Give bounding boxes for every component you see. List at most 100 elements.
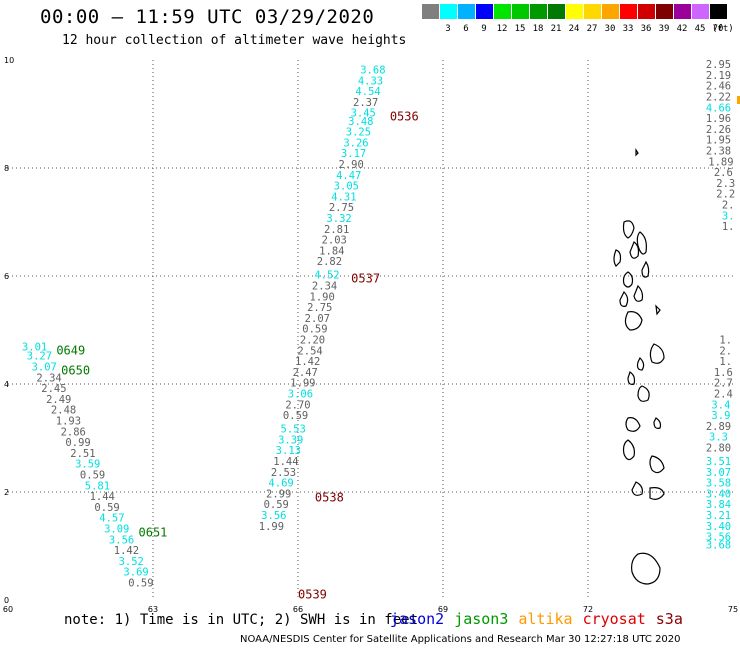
wave-height-value: 2.4 [714,389,733,401]
wave-height-value: 2.19 [706,70,731,82]
wave-height-value: 2.75 [307,302,332,314]
wave-height-value: 3.26 [343,137,368,149]
wave-height-value: 3.09 [104,524,129,536]
wave-height-value: 3. [722,210,735,222]
scale-label: 42 [676,24,688,34]
wave-height-value: 1. [719,335,732,347]
wave-height-value: 1.99 [290,378,315,390]
wave-height-value: 2.49 [46,394,71,406]
scale-swatch [530,4,547,19]
wave-height-value: 3.4 [711,399,730,411]
scale-label: 45 [694,24,706,34]
wave-height-value: 2.89 [706,421,731,433]
lat-tick-label: 0 [4,596,9,605]
wave-height-value: 2.51 [70,448,95,460]
scale-swatch [602,4,619,19]
wave-height-value: 2.54 [297,345,322,357]
wave-height-value: 1.84 [319,245,344,257]
scale-label: 27 [586,24,598,34]
pass-time-label: 0651 [139,526,168,540]
wave-height-value: 2.75 [329,202,354,214]
scale-swatch [548,4,565,19]
wave-height-value: 3.13 [276,445,301,457]
scale-swatch [566,4,583,19]
wave-height-value: 3.84 [706,499,731,511]
wave-height-value: 2. [719,345,732,357]
wave-height-value: 1.42 [114,545,139,557]
wave-height-value: 2.80 [706,443,731,455]
wave-height-value: 2.45 [41,383,66,395]
wave-height-value: 0.59 [94,502,119,514]
pass-time-label: 0537 [351,272,380,286]
altimeter-track: 3.013.273.072.342.452.492.481.932.860.99… [22,342,154,590]
wave-height-value: 3.69 [123,567,148,579]
wave-height-value: 2. [722,200,735,212]
scale-swatch [512,4,529,19]
wave-height-value: 3.68 [360,65,385,77]
wave-height-value: 1. [719,356,732,368]
scale-label: 33 [622,24,634,34]
wave-height-value: 4.69 [268,478,293,490]
wave-height-value: 0.59 [283,410,308,422]
wave-height-value: 1.96 [706,113,731,125]
credit-line: NOAA/NESDIS Center for Satellite Applica… [240,634,681,645]
mission-cryosat: cryosat [582,610,646,628]
wave-height-value: 3.56 [261,510,286,522]
wave-height-value: 2.99 [266,488,291,500]
altimeter-track: 2.952.192.462.224.661.962.261.952.381.89… [706,59,735,552]
pass-time-label: 0649 [56,344,85,358]
wave-height-value: 4.57 [99,513,124,525]
wave-height-value: 4.31 [331,191,356,203]
wave-height-value: 3.59 [75,459,100,471]
wave-height-value: 3.56 [109,534,134,546]
map-subtitle: 12 hour collection of altimeter wave hei… [62,33,407,48]
scale-label: 12 [496,24,508,34]
wave-height-value: 3.06 [288,389,313,401]
scale-label: 9 [481,24,487,34]
wave-height-value: 2.3 [716,178,735,190]
wave-height-value: 1.89 [708,156,733,168]
wave-height-value: 2.7 [714,378,733,390]
pass-time-label: 0539 [298,588,327,602]
wave-height-value: 4.52 [314,270,339,282]
wave-height-value: 2.07 [305,313,330,325]
axis-ticks: 60 63 66 69 72 75 0 2 4 6 8 10 [3,56,738,614]
wave-height-value: 1.90 [310,291,335,303]
lon-tick-label: 72 [583,605,593,614]
scale-swatch [458,4,475,19]
wave-height-value: 4.66 [706,102,731,114]
mission-legend: jason2 jason3 altika cryosat s3a [390,610,693,628]
pass-time-label: 0536 [390,110,419,124]
lon-tick-label: 63 [148,605,158,614]
map-title: 00:00 – 11:59 UTC 03/29/2020 [40,6,375,28]
wave-height-value: 3.17 [341,148,366,160]
scale-label: 36 [640,24,652,34]
wave-height-value: 2.6 [714,167,733,179]
pass-time-stamps: 0649 0650 0651 0536 0537 0538 0539 [56,110,418,602]
wave-height-value: 5.81 [85,480,110,492]
wave-height-value: 4.47 [336,170,361,182]
wave-height-value: 2.47 [293,367,318,379]
wave-height-value: 2.03 [322,235,347,247]
wave-height-value: 3.56 [706,532,731,544]
edge-marker [737,96,740,104]
wave-height-value: 0.59 [302,324,327,336]
wave-height-value: 1.44 [90,491,115,503]
wave-height-value: 3.01 [22,342,47,354]
scale-swatch [620,4,637,19]
wave-height-value: 2.70 [285,399,310,411]
wave-height-value: 3.21 [706,510,731,522]
wave-height-value: 2.48 [51,405,76,417]
altimeter-track: 3.684.334.542.373.453.483.253.263.172.90… [259,65,386,533]
wave-height-value: 2.22 [706,92,731,104]
scale-label: 24 [568,24,580,34]
wave-height-value: 1.44 [273,456,298,468]
lon-tick-label: 60 [3,605,13,614]
scale-label: 18 [532,24,544,34]
wave-height-value: 3.68 [706,540,731,552]
wave-height-value: 2.86 [61,426,86,438]
wave-height-value: 2.38 [706,146,731,158]
wave-height-value: 2.81 [324,224,349,236]
wave-height-value: 3.48 [348,116,373,128]
